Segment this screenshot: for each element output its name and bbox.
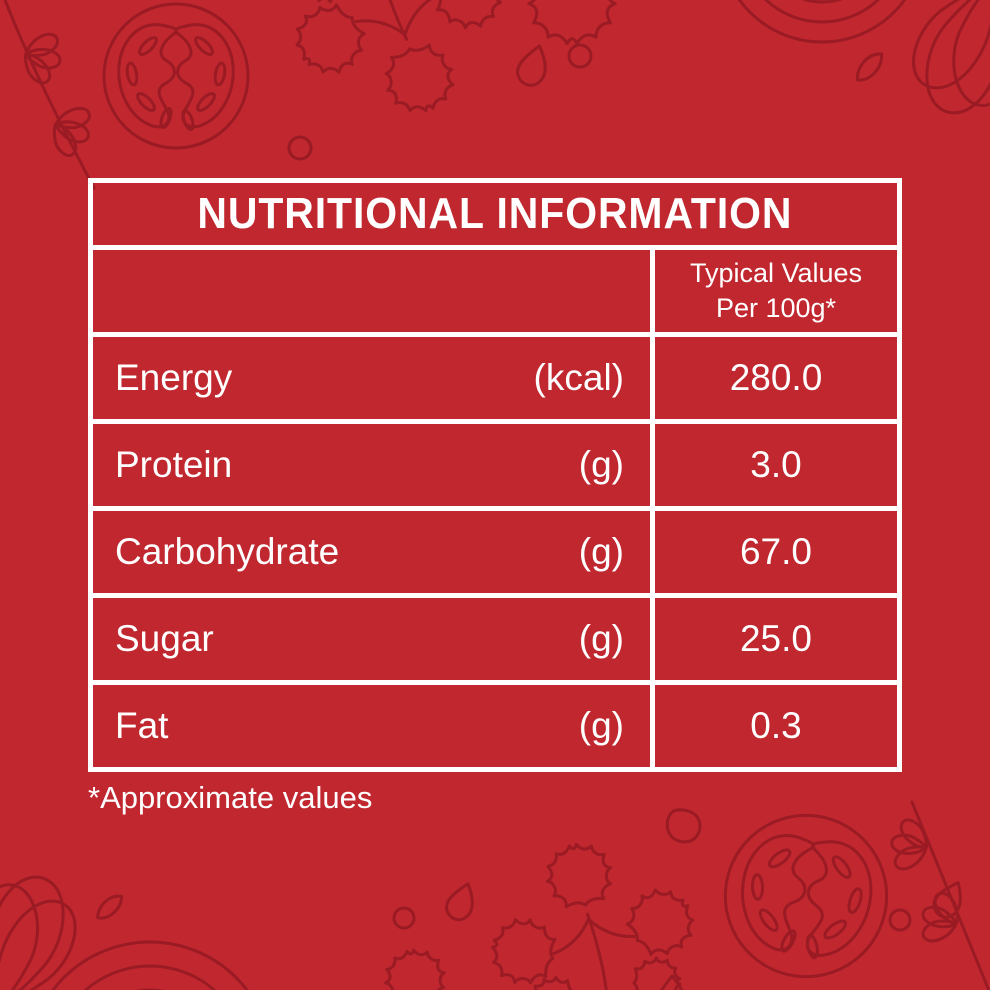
nutrient-label: Energy: [115, 357, 233, 398]
table-header-row: Typical Values Per 100g*: [93, 245, 897, 332]
nutrition-table: NUTRITIONAL INFORMATION Typical Values P…: [88, 178, 902, 772]
nutrient-unit: (kcal): [533, 357, 624, 398]
droplet-icon: [512, 40, 554, 91]
table-row-fat: Fat (g) 0.3: [93, 680, 897, 767]
leaf-blades-icon: [0, 855, 104, 990]
parsley-leaf-icon: [379, 943, 451, 990]
nutrient-value: 280.0: [729, 357, 823, 398]
header-cell-typical-values: Typical Values Per 100g*: [655, 250, 897, 332]
nutrient-unit: (g): [578, 531, 624, 572]
parsley-leaf-icon: [529, 0, 615, 44]
nutrient-cell: Sugar (g): [93, 598, 655, 680]
nutrient-unit: (g): [578, 444, 624, 485]
ring-icon: [289, 137, 311, 159]
nutrient-value: 3.0: [750, 444, 802, 485]
nutrient-value: 67.0: [739, 531, 812, 572]
tomato-slice-icon: [713, 803, 899, 989]
parsley-leaf-icon: [463, 822, 720, 990]
nutrient-label: Protein: [115, 444, 233, 485]
value-cell: 3.0: [655, 424, 897, 506]
ring-icon: [890, 910, 910, 930]
seed-icon: [91, 892, 129, 922]
nutrient-cell: Energy (kcal): [93, 337, 655, 419]
nutrient-cell: Carbohydrate (g): [93, 511, 655, 593]
nutrient-unit: (g): [578, 705, 624, 746]
table-title-row: NUTRITIONAL INFORMATION: [93, 183, 897, 245]
nutrient-value: 25.0: [739, 618, 812, 659]
ring-icon: [394, 908, 414, 928]
droplet-icon: [655, 976, 686, 990]
nutrient-label: Fat: [115, 705, 169, 746]
value-cell: 280.0: [655, 337, 897, 419]
footnote: *Approximate values: [88, 780, 373, 815]
table-row-carbohydrate: Carbohydrate (g) 67.0: [93, 506, 897, 593]
table-title: NUTRITIONAL INFORMATION: [197, 189, 793, 238]
nutrient-cell: Fat (g): [93, 685, 655, 767]
typical-values-line2: Per 100g*: [715, 293, 837, 323]
lavender-sprig-icon: [885, 802, 990, 990]
table-row-sugar: Sugar (g) 25.0: [93, 593, 897, 680]
lavender-sprig-icon: [2, 0, 101, 188]
table-row-energy: Energy (kcal) 280.0: [93, 332, 897, 419]
value-cell: 67.0: [655, 511, 897, 593]
nutrient-unit: (g): [578, 618, 624, 659]
nutrient-label: Carbohydrate: [115, 531, 340, 572]
tomato-slice-icon: [102, 2, 250, 150]
nutrient-value: 0.3: [750, 705, 802, 746]
header-cell-empty: [93, 250, 655, 332]
onion-rings-icon: [28, 942, 272, 990]
parsley-leaf-icon: [260, 0, 541, 146]
pebble-icon: [662, 806, 704, 846]
seed-icon: [849, 50, 891, 84]
droplet-icon: [441, 877, 481, 925]
onion-rings-icon: [720, 0, 924, 42]
ring-icon: [569, 45, 591, 67]
value-cell: 0.3: [655, 685, 897, 767]
value-cell: 25.0: [655, 598, 897, 680]
nutrient-label: Sugar: [115, 618, 214, 659]
nutrient-cell: Protein (g): [93, 424, 655, 506]
table-row-protein: Protein (g) 3.0: [93, 419, 897, 506]
leaf-blades-icon: [884, 0, 990, 136]
typical-values-line1: Typical Values: [689, 257, 863, 288]
